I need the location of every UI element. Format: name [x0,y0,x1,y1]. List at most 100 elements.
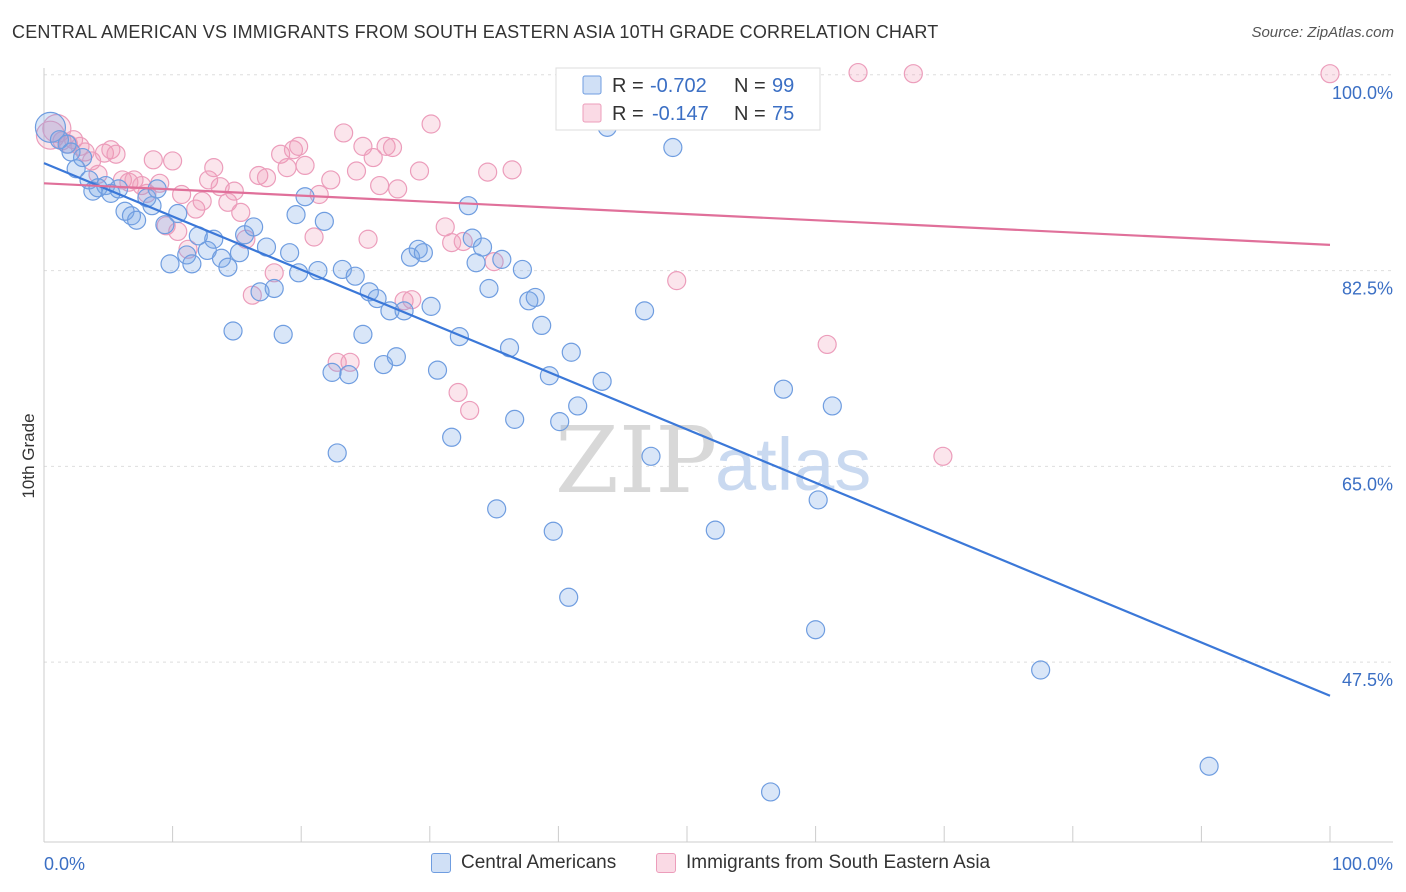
point-central-americans-31 [244,217,264,237]
point-central-americans-64 [472,237,493,257]
point-central-americans-21 [177,245,197,265]
trendlines [43,162,1331,697]
point-central-americans-56 [413,243,433,263]
point-immigrants-69 [817,334,837,355]
point-central-americans-66 [487,499,507,519]
watermark: ZIP atlas [555,407,871,514]
y-tick-labels: 100.0% 82.5% 65.0% 47.5% [1332,83,1393,690]
y-tick-label-0: 100.0% [1332,83,1393,103]
point-immigrants-71 [903,64,923,84]
point-central-americans-84 [663,137,683,158]
point-immigrants-48 [346,161,367,181]
point-immigrants-58 [409,161,430,181]
point-central-americans-36 [280,243,300,263]
point-immigrants-41 [295,155,315,176]
point-central-americans-80 [592,371,612,391]
point-central-americans-18 [155,215,175,235]
point-immigrants-19 [156,216,176,236]
point-central-americans-82 [634,301,655,321]
point-central-americans-79 [568,396,588,416]
point-central-americans-90 [1031,660,1051,680]
legend-n-value-2: 75 [772,103,794,125]
point-immigrants-51 [363,147,383,168]
point-central-americans-77 [559,587,579,607]
point-central-americans-73 [532,315,552,336]
point-central-americans-54 [400,247,421,267]
trendline-central-americans [43,162,1331,697]
series-immigrants-points [35,62,1340,466]
trendline-immigrants [43,182,1331,246]
x-tick-label-left: 0.0% [44,854,85,874]
point-central-americans-22 [182,254,202,274]
point-immigrants-17 [143,150,163,170]
point-central-americans-61 [458,196,478,216]
point-central-americans-75 [543,521,563,541]
legend-swatch-pink [582,103,602,123]
point-central-americans-34 [264,278,284,299]
point-central-americans-19 [160,254,180,274]
source-label: Source: ZipAtlas.com [1251,24,1394,41]
point-central-americans-45 [339,365,359,385]
point-central-americans-83 [641,446,661,466]
legend-r-value-2: -0.147 [652,103,709,125]
chart-title: CENTRAL AMERICAN VS IMMIGRANTS FROM SOUT… [12,22,939,42]
y-tick-label-1: 82.5% [1342,279,1393,299]
legend-label-central-americans: Central Americans [461,852,617,873]
point-immigrants-72 [933,446,953,466]
legend-swatch-blue [582,75,602,95]
legend-n-value-1: 99 [772,75,794,97]
axes [43,68,1393,843]
point-central-americans-91 [1199,756,1219,776]
point-immigrants-52 [370,175,390,196]
legend-item-immigrants: Immigrants from South Eastern Asia [656,852,990,874]
stats-legend: R = -0.702 N = 99 R = -0.147 N = 75 [555,67,821,131]
point-central-americans-60 [449,326,469,347]
point-central-americans-41 [314,211,334,231]
point-central-americans-27 [218,257,238,277]
bottom-legend: Central Americans Immigrants from South … [0,852,1406,878]
point-immigrants-62 [448,382,468,403]
point-immigrants-20 [163,151,183,171]
point-central-americans-76 [550,412,570,432]
legend-n-label-1: N = [734,75,766,97]
point-immigrants-70 [848,62,868,83]
point-central-americans-58 [427,360,448,380]
point-central-americans-35 [273,324,293,344]
point-central-americans-11 [108,179,129,199]
point-immigrants-36 [264,263,284,283]
point-central-americans-28 [223,321,243,341]
point-central-americans-14 [126,210,147,230]
point-immigrants-11 [106,144,126,164]
point-central-americans-85 [705,520,725,540]
point-immigrants-53 [376,136,396,156]
point-central-americans-86 [773,379,794,399]
point-central-americans-70 [512,259,532,280]
point-central-americans-55 [408,239,428,259]
point-immigrants-34 [249,165,269,186]
point-central-americans-46 [345,266,365,286]
point-central-americans-52 [386,347,406,367]
point-immigrants-68 [667,271,687,291]
point-central-americans-47 [353,324,373,344]
point-central-americans-20 [168,203,188,224]
x-tick-label-right: 100.0% [1332,854,1393,874]
legend-label-immigrants: Immigrants from South Eastern Asia [686,852,991,873]
point-immigrants-22 [172,184,192,205]
y-axis-title: 10th Grade [19,413,38,498]
legend-swatch-central-americans [431,853,451,873]
point-immigrants-27 [204,158,224,178]
point-central-americans-59 [442,427,462,447]
point-central-americans-87 [805,620,826,640]
point-immigrants-56 [394,291,414,311]
point-central-americans-67 [492,249,512,269]
legend-r-label-2: R = [612,103,644,125]
point-central-americans-43 [327,443,347,463]
watermark-zip: ZIP [555,407,717,514]
point-immigrants-43 [309,184,329,205]
point-immigrants-57 [402,290,422,310]
point-immigrants-55 [388,179,408,199]
point-immigrants-59 [421,114,441,134]
legend-frame [555,67,821,131]
point-immigrants-24 [186,199,206,219]
point-immigrants-54 [382,137,403,158]
